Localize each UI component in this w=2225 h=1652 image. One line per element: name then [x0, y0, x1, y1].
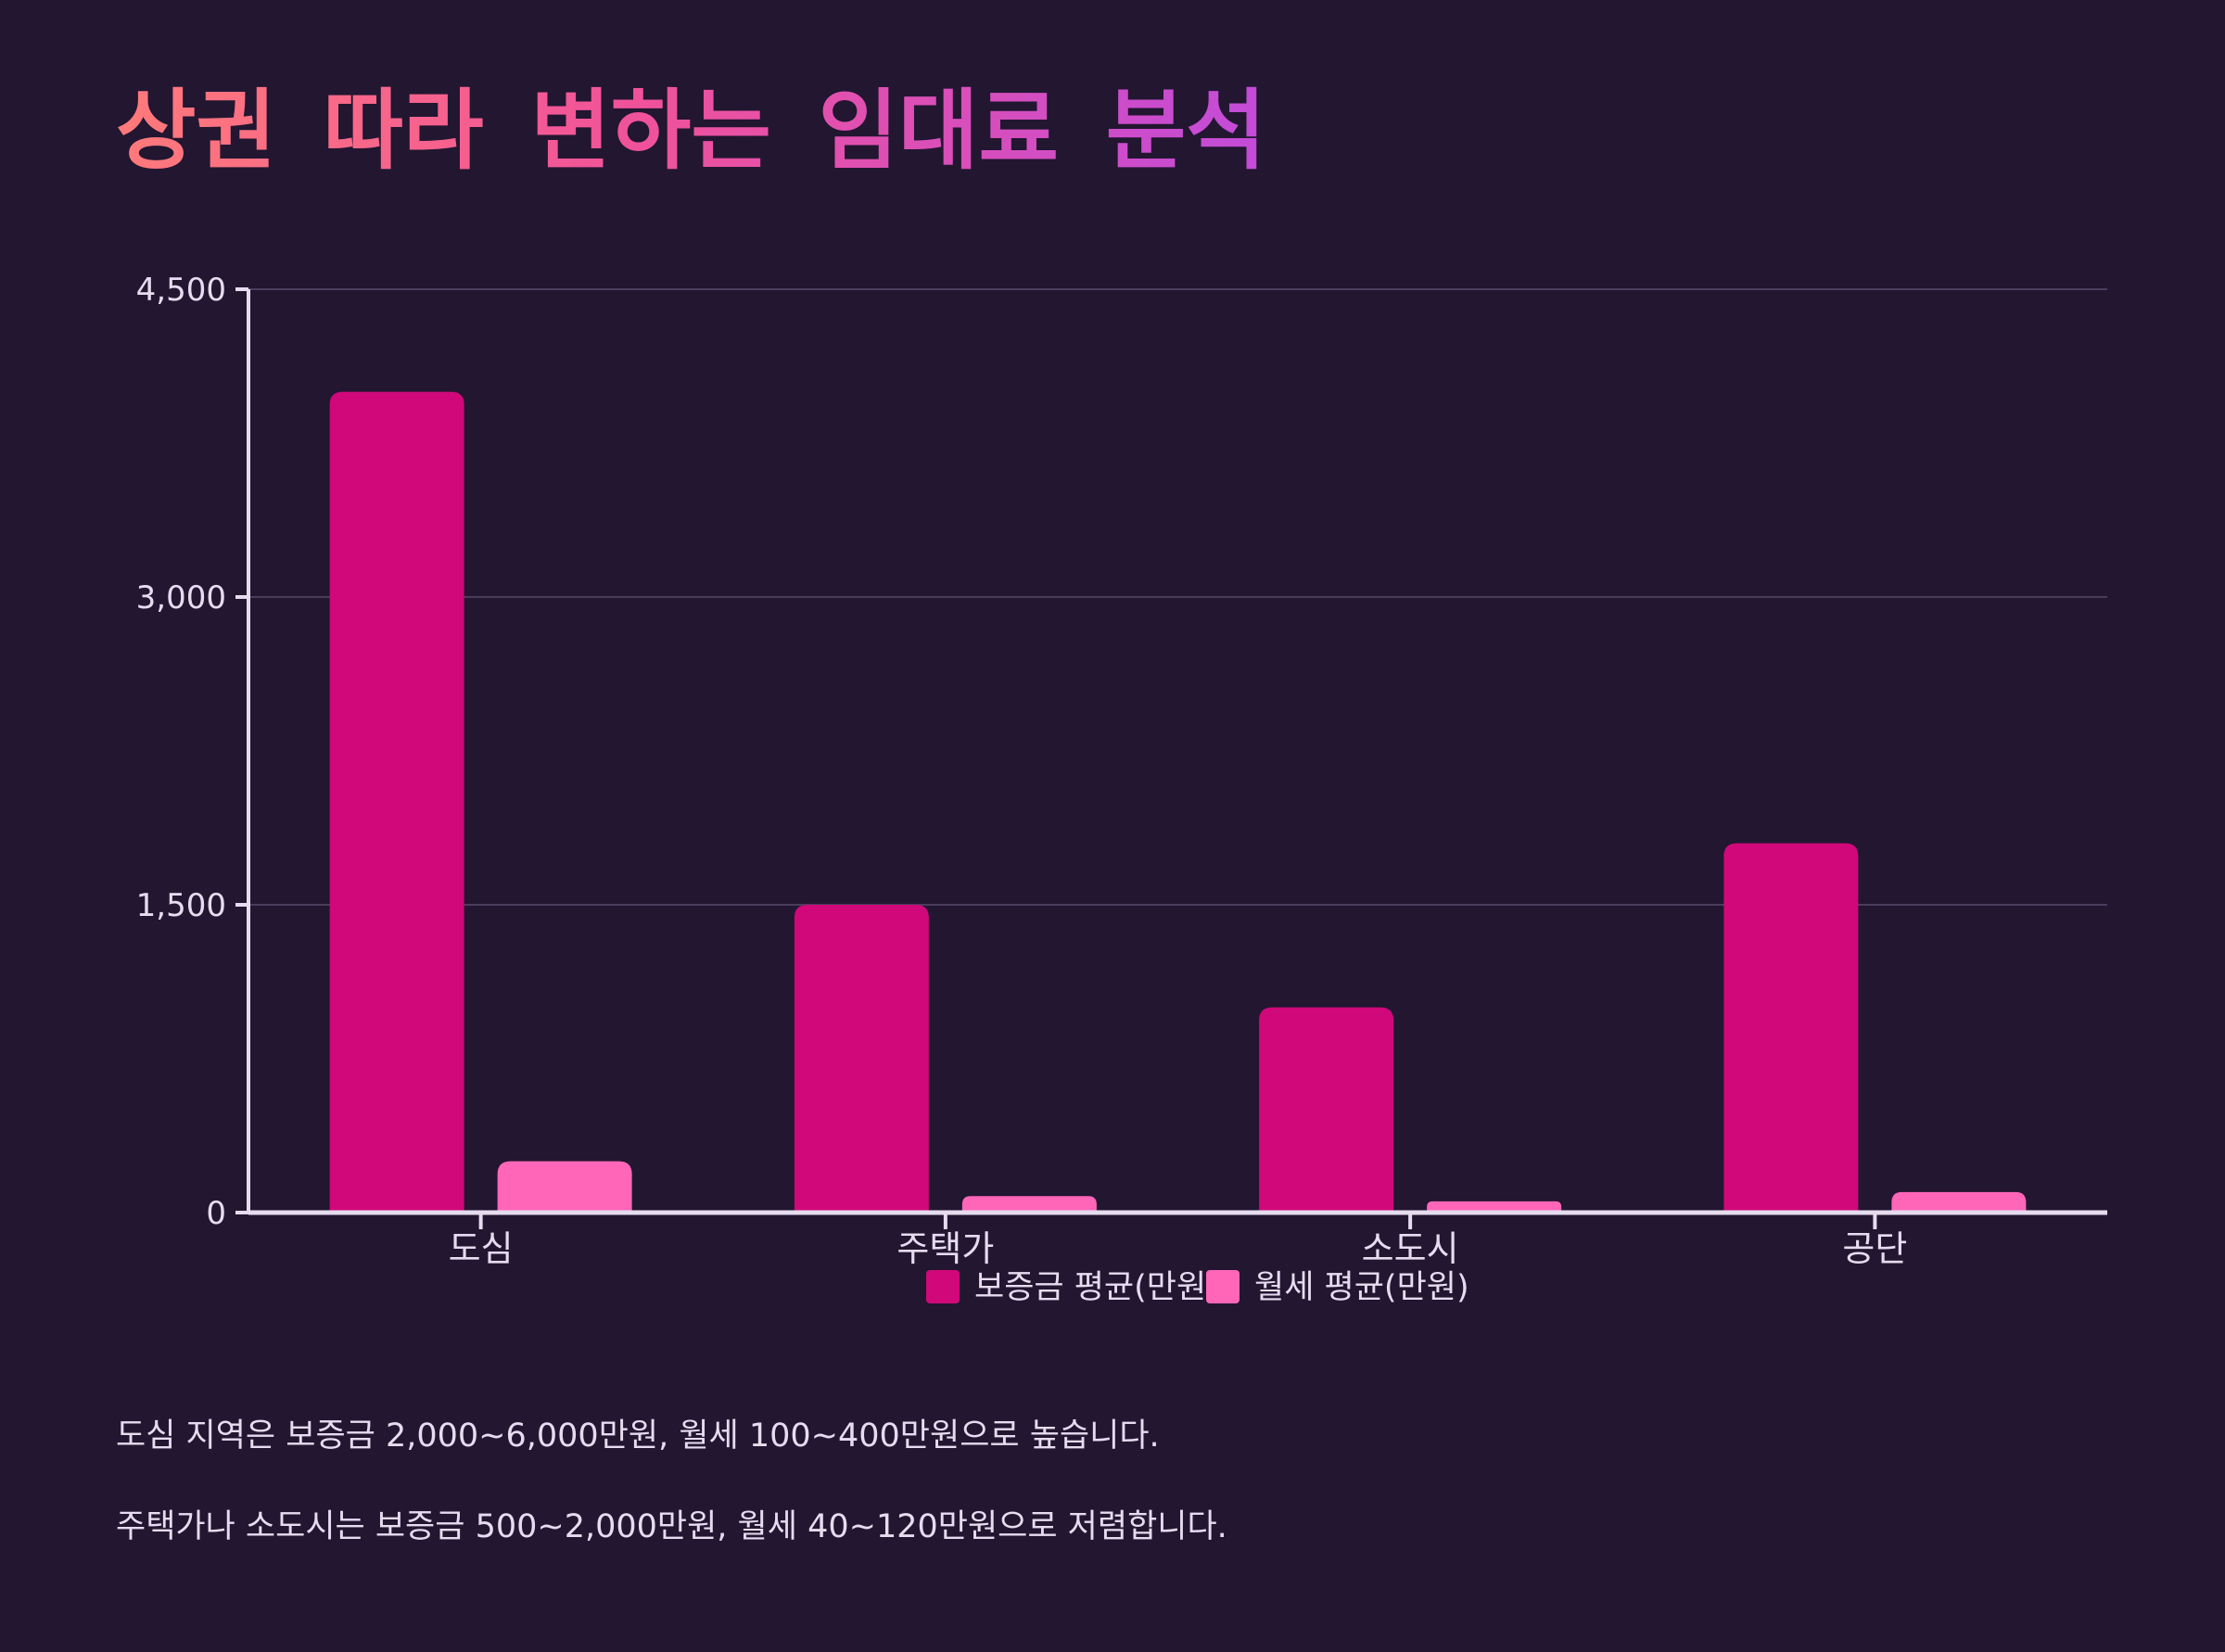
bar-deposit-1: [329, 391, 464, 1213]
y-tick-label: 0: [206, 1195, 226, 1232]
bar-rent-3: [1427, 1201, 1562, 1213]
x-tick-label: 도심: [449, 1228, 514, 1269]
legend-label-2: 월세 평균(만원): [1254, 1269, 1469, 1306]
x-tick-label: 공단: [1842, 1228, 1907, 1269]
note-2: 주택가나 소도시는 보증금 500~2,000만원, 월세 40~120만원으로…: [116, 1508, 1227, 1545]
bar-deposit-4: [1723, 843, 1859, 1213]
notes: 도심 지역은 보증금 2,000~6,000만원, 월세 100~400만원으로…: [116, 1414, 1227, 1595]
bar-rent-1: [497, 1161, 632, 1213]
bar-rent-4: [1891, 1191, 2027, 1213]
y-tick-label: 3,000: [136, 579, 226, 616]
legend-label-1: 보증금 평균(만원): [974, 1269, 1219, 1306]
legend-swatch-2: [1206, 1270, 1240, 1303]
legend: 보증금 평균(만원) 월세 평균(만원): [926, 1269, 1469, 1306]
y-tick-label: 1,500: [136, 887, 226, 924]
gridlines: [248, 288, 2107, 906]
chart-title: 상권 따라 변하는 임대료 분석: [116, 80, 1266, 184]
bar-rent-2: [961, 1196, 1097, 1213]
bar-deposit-3: [1259, 1007, 1394, 1213]
axes: 0 1,500 3,000 4,500 도심 주택가 소도시 공단: [136, 272, 2107, 1269]
legend-swatch-1: [926, 1270, 960, 1303]
bars: [329, 391, 2027, 1213]
y-tick-label: 4,500: [136, 272, 226, 309]
note-1: 도심 지역은 보증금 2,000~6,000만원, 월세 100~400만원으로…: [116, 1417, 1160, 1455]
x-tick-label: 소도시: [1362, 1228, 1459, 1269]
bar-deposit-2: [794, 905, 929, 1213]
bar-chart: 0 1,500 3,000 4,500 도심 주택가 소도시 공단 보증금 평균(만원) 월세 …: [136, 272, 2107, 1306]
x-tick-label: 주택가: [896, 1228, 994, 1269]
